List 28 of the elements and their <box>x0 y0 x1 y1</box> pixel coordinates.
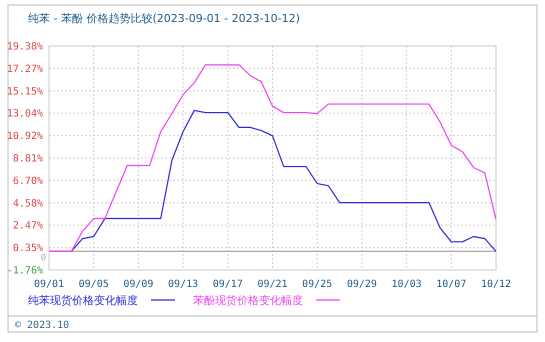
x-tick-label: 09/29 <box>346 279 377 290</box>
x-tick-label: 09/01 <box>34 279 64 290</box>
y-tick-label: 15.15% <box>6 86 43 98</box>
y-tick-label: -1.76% <box>6 266 43 276</box>
y-tick-label: 4.58% <box>12 198 43 210</box>
y-tick-label: 8.81% <box>12 154 43 164</box>
y-tick-label: 6.70% <box>12 176 43 187</box>
x-tick-label: 09/13 <box>168 279 198 290</box>
legend-label: 苯酚现货价格变化幅度 <box>193 294 303 307</box>
chart-title: 纯苯 - 苯酚 价格趋势比较(2023-09-01 - 2023-10-12) <box>28 12 300 25</box>
x-tick-label: 09/09 <box>123 279 154 290</box>
y-tick-label: 0.35% <box>12 243 43 254</box>
ref-line-label: 0 <box>40 253 46 264</box>
x-tick-label: 10/07 <box>436 279 466 290</box>
x-tick-label: 09/17 <box>212 279 243 290</box>
y-tick-label: 19.38% <box>6 42 43 52</box>
y-tick-label: 17.27% <box>6 64 43 75</box>
y-tick-label: 2.47% <box>12 220 43 232</box>
y-tick-label: 10.92% <box>6 131 43 142</box>
x-tick-label: 09/05 <box>78 279 109 290</box>
x-tick-label: 10/12 <box>480 279 512 290</box>
x-tick-label: 09/25 <box>302 279 332 290</box>
line-series <box>48 64 497 252</box>
legend-label: 纯苯现货价格变化幅度 <box>28 294 138 307</box>
x-tick-label: 10/03 <box>392 279 422 290</box>
y-tick-label: 13.04% <box>6 108 43 120</box>
x-tick-label: 09/21 <box>257 279 288 290</box>
text: © 2023.10 <box>15 320 70 331</box>
